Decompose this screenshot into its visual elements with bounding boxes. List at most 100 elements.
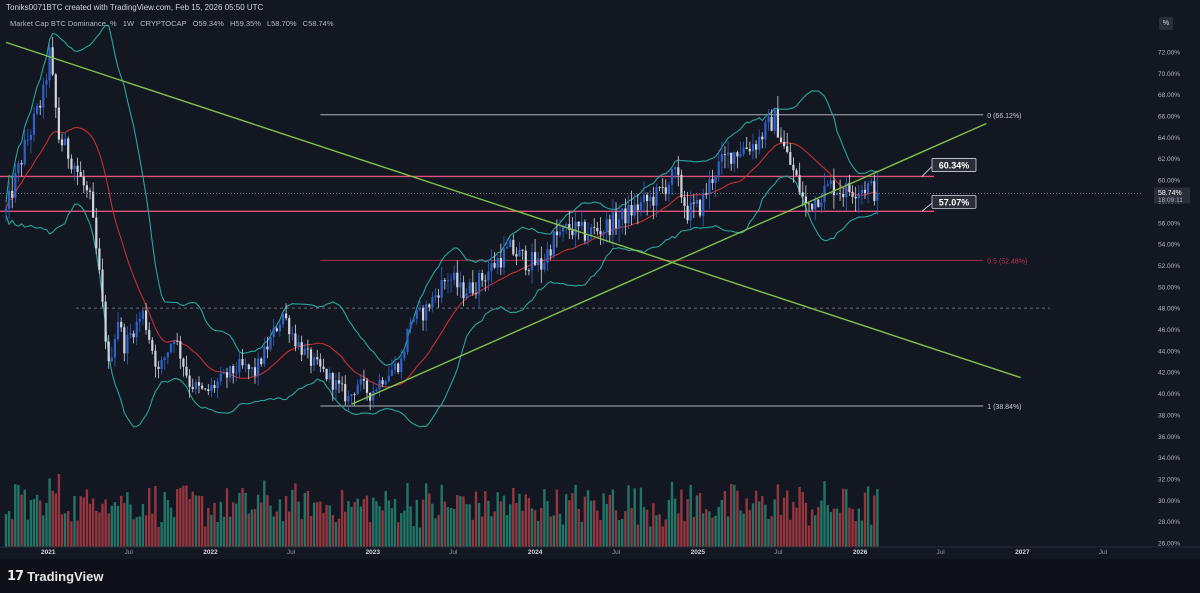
candle-body xyxy=(773,109,776,131)
candle-body xyxy=(422,307,425,321)
candle-body xyxy=(431,297,434,308)
candle-body xyxy=(294,333,297,347)
volume-bar xyxy=(817,507,820,547)
resistance-label-box xyxy=(931,158,977,172)
candle-body xyxy=(509,240,512,247)
volume-bar xyxy=(415,499,418,547)
candle-body xyxy=(272,328,275,337)
candle-body xyxy=(316,357,319,360)
candle-body xyxy=(537,258,540,265)
volume-bar xyxy=(804,502,808,547)
candle-body xyxy=(39,105,42,108)
candle-body xyxy=(397,363,400,372)
bollinger-lower-line xyxy=(5,175,878,428)
volume-bar xyxy=(297,501,300,547)
candle-body xyxy=(506,247,509,249)
resistance-label: 60.34% xyxy=(939,160,970,170)
candle-body xyxy=(107,341,110,362)
candle-body xyxy=(328,373,331,380)
volume-bar xyxy=(284,496,288,547)
volume-bar xyxy=(462,496,465,547)
volume-bar xyxy=(509,504,512,547)
candle-body xyxy=(85,185,88,191)
volume-bar xyxy=(110,505,113,547)
candle-body xyxy=(776,109,779,138)
candle-body xyxy=(166,352,169,358)
candle-body xyxy=(4,208,8,213)
candle-body xyxy=(403,351,406,359)
volume-bar xyxy=(814,515,817,547)
volume-bar xyxy=(48,478,51,547)
y-tick-label: 62.00% xyxy=(1158,156,1180,163)
candle-body xyxy=(120,321,123,328)
volume-bar xyxy=(717,506,720,547)
candle-body xyxy=(646,194,649,201)
y-axis-panel xyxy=(1142,0,1200,559)
candle-body xyxy=(826,184,829,186)
candle-body xyxy=(571,229,574,236)
volume-bar xyxy=(126,492,129,547)
candle-body xyxy=(667,184,670,195)
x-tick-label: Jul xyxy=(612,549,621,556)
candle-body xyxy=(425,304,428,321)
candle-body xyxy=(79,172,82,177)
y-tick-label: 54.00% xyxy=(1158,242,1180,249)
ohlc-low: L58.70% xyxy=(266,19,297,28)
volume-bar xyxy=(851,508,854,547)
candle-body xyxy=(748,148,751,152)
candle-body xyxy=(518,249,521,257)
candle-body xyxy=(786,146,789,152)
candle-body xyxy=(182,358,185,367)
candle-body xyxy=(767,117,770,123)
candle-body xyxy=(263,346,266,365)
volume-bar xyxy=(344,511,347,547)
volume-bar xyxy=(32,498,36,547)
volume-bar xyxy=(723,491,727,547)
volume-bar xyxy=(549,516,552,547)
volume-bar xyxy=(256,494,260,547)
volume-bar xyxy=(565,494,568,547)
volume-bar xyxy=(403,510,406,547)
candle-body xyxy=(213,385,216,389)
volume-bar xyxy=(505,515,509,547)
volume-bar xyxy=(748,509,751,547)
volume-bar xyxy=(621,519,624,547)
candle-body xyxy=(219,373,222,382)
candle-body xyxy=(527,270,530,272)
x-tick-label: Jul xyxy=(449,549,458,556)
y-tick-label: 38.00% xyxy=(1158,412,1180,419)
volume-bar xyxy=(378,506,381,547)
candle-body xyxy=(204,388,207,390)
percent-scale-button[interactable]: % xyxy=(1159,17,1173,30)
volume-bar xyxy=(431,503,434,547)
volume-bar xyxy=(412,526,415,547)
volume-bar xyxy=(832,508,836,547)
volume-bar xyxy=(14,484,17,547)
candle-body xyxy=(51,47,54,75)
tradingview-logo[interactable]: 17 TradingView xyxy=(7,569,103,584)
volume-bar xyxy=(57,474,61,547)
volume-bar xyxy=(138,516,141,547)
moving-average-line xyxy=(5,127,878,388)
candle-body xyxy=(549,249,552,256)
volume-bar xyxy=(471,519,474,547)
chart-canvas[interactable]: 0 (66.12%) 0.5 (52.48%) 1 (38.84%) 60.34% 57… xyxy=(0,0,1200,559)
y-tick-label: 66.00% xyxy=(1158,114,1180,121)
candle-body xyxy=(244,364,247,366)
volume-bar xyxy=(571,493,574,547)
current-price-label: 58.74% xyxy=(1158,190,1182,197)
volume-bar xyxy=(708,511,711,547)
candle-body xyxy=(565,224,568,226)
candle-body xyxy=(57,107,60,140)
candle-body xyxy=(64,138,67,146)
candle-body xyxy=(229,366,232,378)
candle-body xyxy=(141,310,144,319)
candle-body xyxy=(334,380,337,390)
candle-body xyxy=(23,140,26,165)
volume-bar xyxy=(73,495,76,547)
volume-bar xyxy=(160,522,163,547)
candle-body xyxy=(138,319,141,322)
volume-bar xyxy=(260,502,263,547)
candle-body xyxy=(580,221,583,227)
support-label-box xyxy=(931,194,977,209)
